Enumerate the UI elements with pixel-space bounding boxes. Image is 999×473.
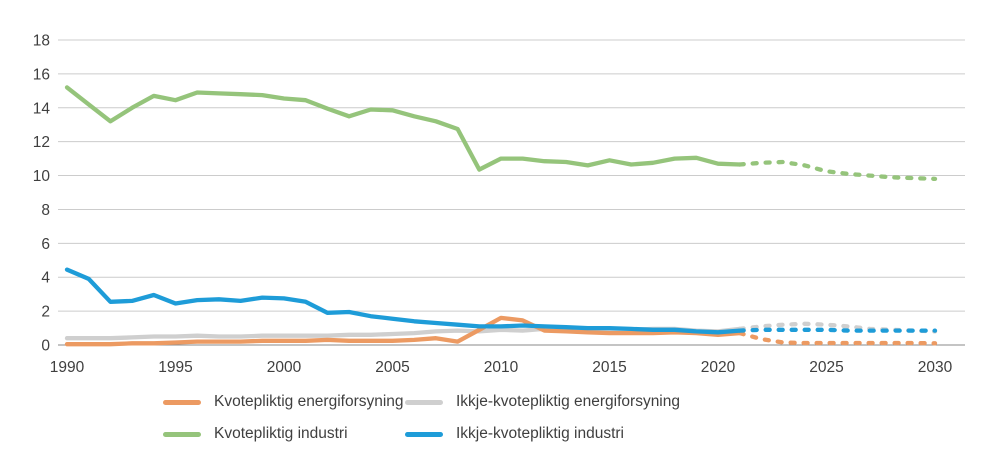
x-tick-label: 2010 [484,359,519,376]
y-tick-label: 10 [33,168,51,185]
legend-item: Kvotepliktig industri [163,425,405,443]
legend-label: Ikkje-kvotepliktig industri [456,425,624,442]
series-line-kvotepliktig-industri [64,85,742,172]
legend-item: Ikkje-kvotepliktig industri [405,425,680,443]
y-tick-label: 4 [41,270,50,287]
legend-label: Kvotepliktig industri [214,425,348,442]
x-tick-label: 1990 [50,359,85,376]
x-tick-label: 2020 [701,359,736,376]
y-tick-label: 6 [41,236,50,253]
y-tick-label: 16 [33,66,50,83]
legend-item: Ikkje-kvotepliktig energiforsyning [405,393,680,411]
legend-label: Kvotepliktig energiforsyning [214,393,404,410]
x-tick-label: 2005 [375,359,409,376]
y-tick-label: 14 [33,100,51,117]
series-projection-kvotepliktig-energiforsyning [737,330,938,346]
legend-swatch-icon [405,431,443,437]
y-tick-label: 2 [41,304,50,321]
legend-swatch-icon [163,431,201,437]
series-projection-ikkje-kvotepliktig-industri [737,327,938,333]
x-tick-label: 1995 [158,359,192,376]
series-line-kvotepliktig-energiforsyning [64,315,742,347]
y-tick-label: 12 [33,134,50,151]
line-chart: 0 2 4 6 8 10 12 14 16 18 1990 1995 2000 2005 2010 2015 2… [33,33,965,376]
x-tick-label: 2000 [267,359,302,376]
x-tick-label: 2015 [592,359,626,376]
legend-swatch-icon [163,399,201,405]
y-tick-label: 0 [41,338,50,355]
y-tick-label: 8 [41,202,50,219]
legend-item: Kvotepliktig energiforsyning [163,393,405,411]
series-line-ikkje-kvotepliktig-industri [64,267,742,335]
y-tick-label: 18 [33,33,50,50]
chart-legend: Kvotepliktig energiforsyning Ikkje-kvotep… [163,393,680,443]
x-tick-label: 2030 [918,359,953,376]
series-projection-kvotepliktig-industri [737,159,938,182]
legend-label: Ikkje-kvotepliktig energiforsyning [456,393,680,410]
legend-swatch-icon [405,399,443,405]
x-tick-label: 2025 [809,359,843,376]
